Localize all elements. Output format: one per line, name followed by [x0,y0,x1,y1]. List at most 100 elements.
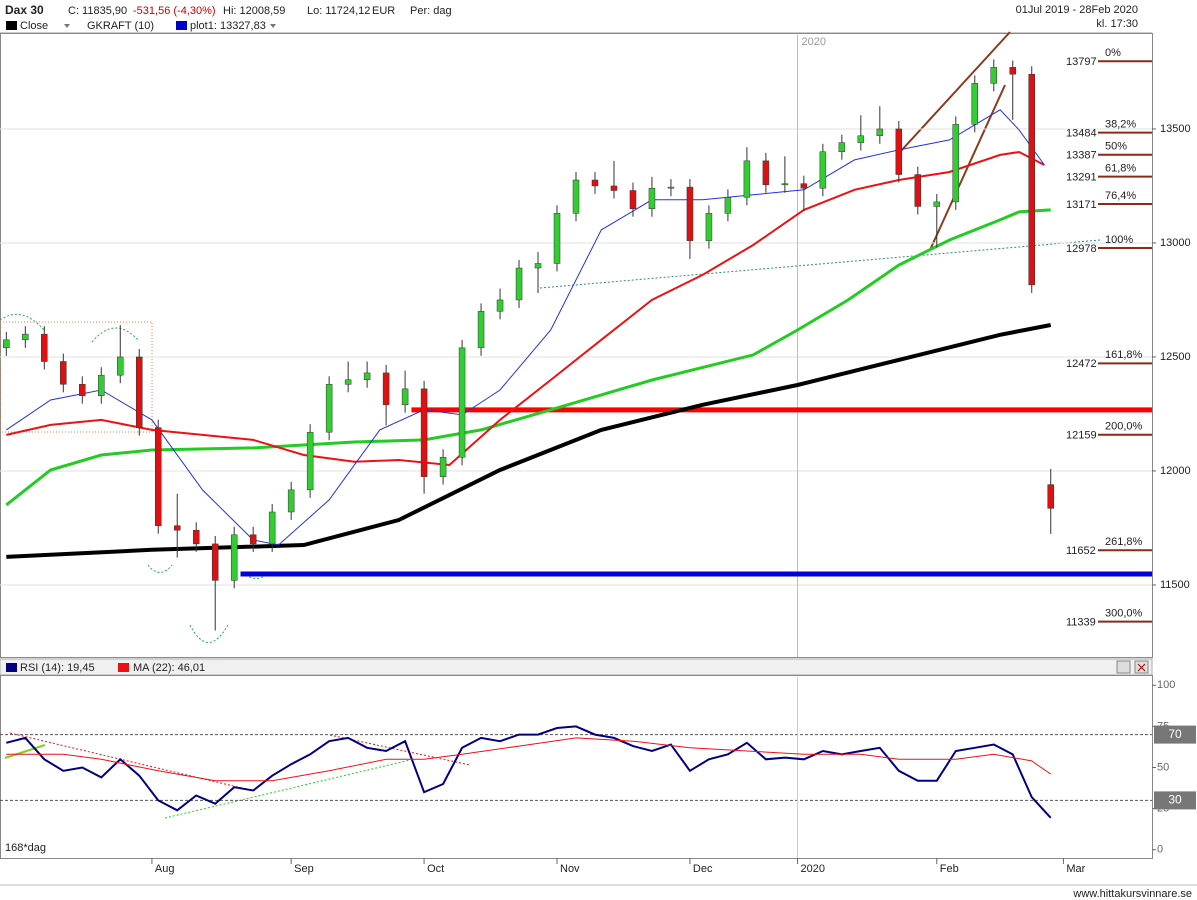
candle-body [306,431,314,491]
candle-body [648,187,656,209]
legend-swatch [176,21,187,30]
level-label: 70 [1168,727,1182,741]
legend-swatch [6,21,17,30]
fib-label: 300,0% [1105,608,1143,620]
fib-value: 12978 [1066,243,1097,255]
low-value: Lo: 11724,12 [307,5,370,17]
y-tick-label: 12000 [1160,465,1191,477]
y-tick-label: 13000 [1160,237,1191,249]
x-tick-label: Feb [940,863,959,875]
time: kl. 17:30 [1096,18,1138,30]
candle-body [154,427,162,526]
candle-body [1009,67,1016,75]
fib-value: 13797 [1066,56,1097,68]
candle-body [914,174,922,207]
dropdown-icon[interactable] [64,24,70,28]
candle-body [553,213,561,264]
level-box [1154,791,1196,810]
period: Per: dag [410,5,452,17]
candle-body [572,179,580,214]
candle-body [325,384,333,433]
legend-entry[interactable]: GKRAFT (10) [87,20,154,32]
x-tick-label: Dec [693,863,713,875]
candle-body [933,201,941,207]
y-tick-label: 11500 [1160,579,1190,591]
fib-value: 12159 [1066,430,1097,442]
candle-body [287,489,295,513]
candle-body [686,186,694,241]
candle-body [1028,73,1035,286]
candle-body [136,356,143,428]
candle-body [60,361,67,385]
year-label: 2020 [802,36,826,48]
fib-value: 11652 [1066,545,1096,557]
candle-body [534,263,542,269]
x-tick-label: Mar [1066,863,1085,875]
rsi-line [6,725,1052,819]
rsi-trend-line [4,744,46,759]
fib-label: 200,0% [1105,421,1143,433]
moving-average [6,109,1045,546]
candle-body [952,124,960,203]
close-icon [1137,663,1146,672]
legend-entry[interactable]: Close [20,20,48,32]
bar-count: 168*dag [5,842,46,854]
candle-body [610,185,618,191]
candle-body [990,67,998,84]
fib-value: 13484 [1066,127,1097,139]
candle-body [173,525,181,531]
candle-body [876,128,884,137]
candle-body [3,339,10,349]
high-value: Hi: 12008,59 [223,5,285,17]
candle-body [268,511,276,545]
trend-line [899,31,1011,153]
y-tick-label: 0 [1157,844,1163,856]
candle-body [477,311,485,349]
candle-body [800,183,808,189]
candle-body [629,190,637,209]
fib-value: 11339 [1066,617,1096,629]
fib-label: 76,4% [1105,190,1136,202]
fib-value: 13387 [1066,150,1097,162]
candle-body [249,534,257,545]
rsi-trend-line [164,759,411,819]
rsi-legend: MA (22): 46,01 [133,662,205,674]
y-tick-label: 13500 [1160,123,1191,135]
candle-body [838,142,846,152]
legend-swatch [118,663,129,672]
candle-body [743,160,751,198]
candle-body [762,160,770,186]
y-tick-label: 100 [1157,679,1175,691]
fib-label: 61,8% [1105,162,1136,174]
trend-line [929,84,1006,251]
candle-body [496,299,504,312]
candle-body [22,333,29,341]
candle-body [857,135,865,143]
x-tick-label: Aug [155,863,175,875]
y-tick-label: 12500 [1160,351,1191,363]
dropdown-icon[interactable] [270,24,276,28]
candle-body [401,388,409,406]
candle-body [724,197,732,214]
candle-body [591,179,599,187]
candle-body [1047,484,1054,509]
candle-body [41,333,48,362]
legend-swatch [6,663,17,672]
candle-body [344,379,352,385]
fib-label: 50% [1105,141,1127,153]
x-tick-label: Sep [294,863,314,875]
symbol: Dax 30 [5,3,44,17]
price-panel-frame [0,33,1153,658]
fib-label: 38,2% [1105,118,1136,130]
date-range: 01Jul 2019 - 28Feb 2020 [1016,4,1138,16]
legend-entry[interactable]: plot1: 13327,83 [190,20,266,32]
candle-body [79,384,86,396]
trend-line [539,239,1101,289]
candle-body [420,388,428,477]
tool-button[interactable] [1116,660,1131,674]
candle-body [382,372,390,406]
fib-label: 100% [1105,234,1133,246]
candle-body [439,457,447,477]
candle-body [781,183,789,186]
